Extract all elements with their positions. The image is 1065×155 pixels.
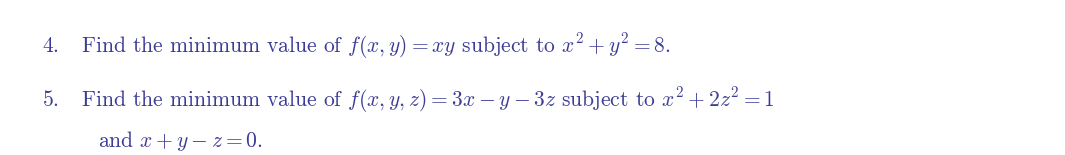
Text: $4.\quad \text{Find the minimum value of } f(x,y) = xy \text{ subject to } x^2 +: $4.\quad \text{Find the minimum value of…: [42, 31, 670, 61]
Text: $5.\quad \text{Find the minimum value of } f(x,y,z) = 3x - y - 3z \text{ subject: $5.\quad \text{Find the minimum value of…: [42, 85, 774, 115]
Text: $\text{and } x + y - z = 0.$: $\text{and } x + y - z = 0.$: [98, 129, 262, 153]
